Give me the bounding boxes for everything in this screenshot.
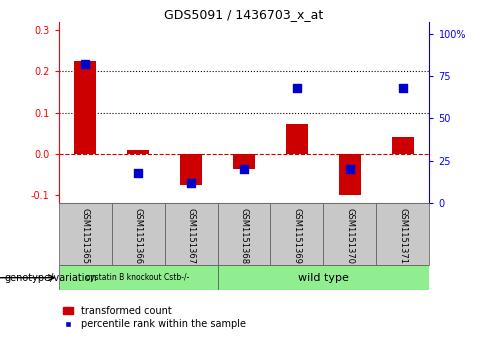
Bar [59, 203, 112, 265]
Bar [392, 137, 413, 154]
Bar [286, 124, 307, 154]
Bar [339, 154, 361, 195]
Bar [376, 203, 429, 265]
Point [399, 85, 407, 91]
Bar [233, 154, 255, 170]
Bar [218, 265, 429, 290]
Text: GSM1151367: GSM1151367 [186, 208, 196, 264]
Bar [127, 151, 149, 154]
Bar [59, 265, 218, 290]
Bar [112, 203, 164, 265]
Text: GSM1151371: GSM1151371 [398, 208, 407, 264]
Bar [270, 203, 324, 265]
Title: GDS5091 / 1436703_x_at: GDS5091 / 1436703_x_at [164, 8, 324, 21]
Text: genotype/variation: genotype/variation [5, 273, 98, 283]
Bar [218, 203, 270, 265]
Text: cystatin B knockout Cstb-/-: cystatin B knockout Cstb-/- [86, 273, 190, 282]
Point [134, 170, 142, 176]
Text: wild type: wild type [298, 273, 349, 283]
Text: GSM1151368: GSM1151368 [240, 208, 248, 264]
Text: GSM1151366: GSM1151366 [134, 208, 142, 264]
Point [293, 85, 301, 91]
Legend: transformed count, percentile rank within the sample: transformed count, percentile rank withi… [63, 306, 246, 329]
Bar [75, 61, 96, 154]
Point [346, 167, 354, 172]
Point [187, 180, 195, 186]
Text: GSM1151370: GSM1151370 [346, 208, 354, 264]
Text: GSM1151365: GSM1151365 [81, 208, 90, 264]
Bar [324, 203, 376, 265]
Bar [181, 154, 202, 185]
Bar [164, 203, 218, 265]
Point [81, 61, 89, 67]
Text: GSM1151369: GSM1151369 [292, 208, 302, 264]
Point [240, 167, 248, 172]
